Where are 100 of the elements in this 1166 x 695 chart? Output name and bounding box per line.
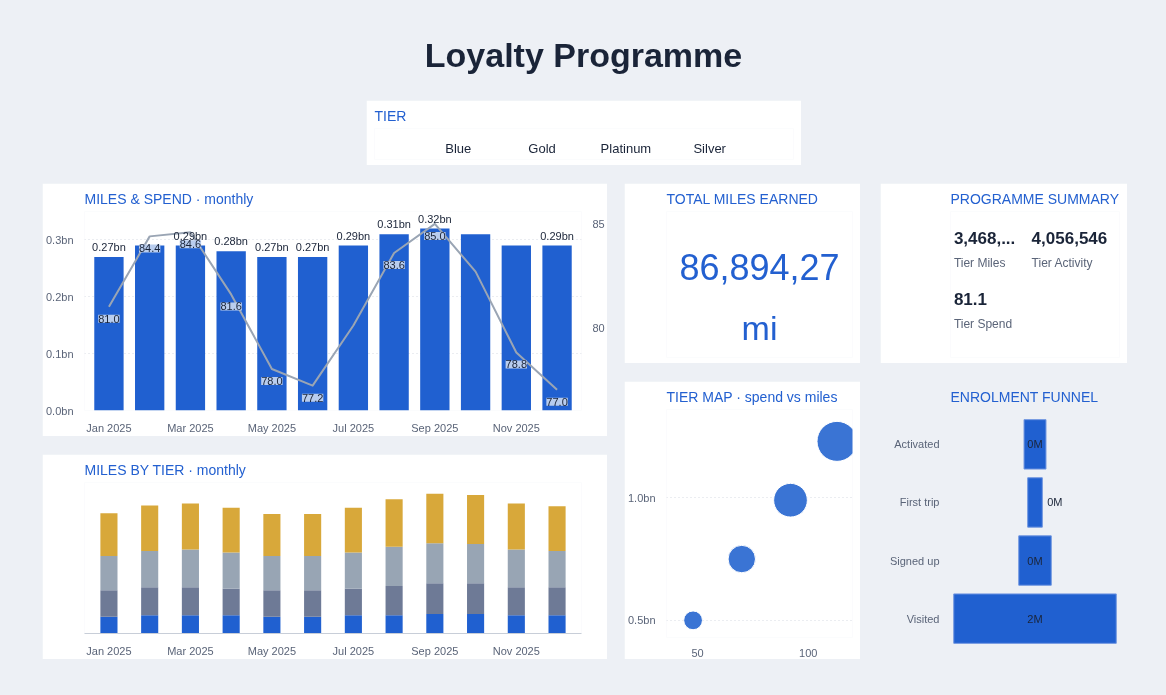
text: ENROLMENT FUNNEL — [950, 388, 1099, 405]
bar — [100, 590, 118, 617]
data-label: 0.32bn — [418, 212, 452, 225]
data-label: 0M — [1027, 554, 1043, 567]
x-tick-label: Mar 2025 — [167, 644, 214, 657]
x-tick-label: Nov 2025 — [492, 644, 540, 657]
category-label: Visited — [906, 612, 940, 625]
x-tick-label: Nov 2025 — [492, 421, 540, 434]
bar — [548, 587, 566, 616]
bar — [385, 499, 403, 547]
bar — [548, 615, 566, 634]
bar — [181, 587, 199, 616]
bar — [385, 615, 403, 634]
bar — [100, 616, 118, 634]
data-label: 0.27bn — [295, 240, 330, 253]
y-tick-label: 1.0bn — [627, 491, 656, 504]
bar — [467, 544, 485, 584]
text: Tier Miles — [953, 255, 1006, 270]
text: 81.1 — [953, 290, 987, 310]
bar — [501, 245, 531, 411]
bar — [304, 590, 322, 617]
chart-title: TIER MAP · spend vs miles — [666, 388, 838, 405]
x-tick-label: Jan 2025 — [86, 644, 132, 657]
category-label: Activated — [894, 438, 940, 451]
data-label: 83.6 — [383, 258, 405, 271]
x-tick-label: Sep 2025 — [411, 421, 459, 434]
bar — [548, 506, 566, 552]
data-label: 0M — [1027, 438, 1043, 451]
bar — [263, 590, 281, 617]
bar — [222, 507, 240, 553]
bar — [141, 615, 159, 634]
bar — [385, 585, 403, 616]
bar — [426, 493, 444, 544]
text: Tier Activity — [1031, 255, 1093, 270]
data-label: 81.0 — [98, 312, 120, 325]
bar — [304, 513, 322, 556]
x-tick-label: 50 — [691, 646, 704, 659]
x-tick-label: 100 — [799, 646, 818, 659]
category-label: First trip — [899, 496, 940, 509]
text: Platinum — [600, 141, 652, 157]
bar — [379, 234, 409, 411]
bar — [100, 513, 118, 556]
bar — [420, 228, 450, 411]
text: 4,056,546 — [1031, 228, 1108, 248]
x-tick-label: Mar 2025 — [167, 421, 214, 434]
y2-tick-label: 85 — [592, 217, 605, 230]
data-label: 77.2 — [301, 391, 324, 404]
y-tick-label: 0.2bn — [45, 290, 74, 303]
x-tick-label: May 2025 — [247, 644, 297, 657]
y-tick-label: 0.1bn — [45, 347, 74, 360]
bar — [222, 615, 240, 634]
bar — [94, 256, 124, 411]
data-label: 0M — [1047, 496, 1063, 509]
bar — [304, 555, 322, 591]
bar — [141, 505, 159, 552]
text: Gold — [528, 141, 556, 157]
data-label: 0.27bn — [255, 240, 289, 253]
bar — [467, 613, 485, 634]
x-tick-label: Sep 2025 — [411, 644, 459, 657]
bar — [507, 615, 525, 634]
data-label: 84.4 — [138, 242, 161, 255]
data-label: 77.0 — [546, 395, 568, 408]
text: Loyalty Programme — [424, 35, 743, 74]
bar — [344, 615, 362, 634]
bar — [385, 546, 403, 586]
data-label: 81.6 — [220, 300, 242, 313]
text: Silver — [693, 141, 727, 157]
text: mi — [741, 309, 778, 348]
bar — [297, 256, 328, 411]
x-tick-label: Jul 2025 — [332, 421, 375, 434]
text: 86,894,27 — [679, 246, 840, 288]
bar — [507, 503, 525, 550]
text: PROGRAMME SUMMARY — [950, 190, 1120, 207]
bar — [135, 245, 165, 411]
bar — [263, 616, 281, 634]
bar — [344, 507, 362, 553]
x-tick-label: May 2025 — [247, 421, 297, 434]
text: Tier Spend — [953, 316, 1013, 331]
y-tick-label: 0.3bn — [45, 233, 74, 246]
bar — [338, 245, 369, 411]
text: Blue — [445, 141, 472, 157]
bar — [507, 549, 525, 588]
data-label: 85.0 — [424, 229, 446, 242]
bar — [426, 583, 444, 614]
bar — [344, 588, 362, 616]
bar — [304, 616, 322, 634]
data-label: 78.0 — [261, 375, 283, 388]
bar — [257, 256, 287, 411]
category-label: Signed up — [889, 554, 940, 567]
bar — [216, 251, 246, 411]
bar — [222, 552, 240, 589]
bar — [460, 234, 491, 411]
bar — [263, 513, 281, 556]
bar — [222, 588, 240, 616]
bar — [467, 495, 485, 545]
bar — [426, 543, 444, 584]
text: 3,468,... — [953, 228, 1016, 248]
bar — [141, 551, 159, 588]
x-tick-label: Jan 2025 — [86, 421, 132, 434]
bar — [181, 615, 199, 634]
